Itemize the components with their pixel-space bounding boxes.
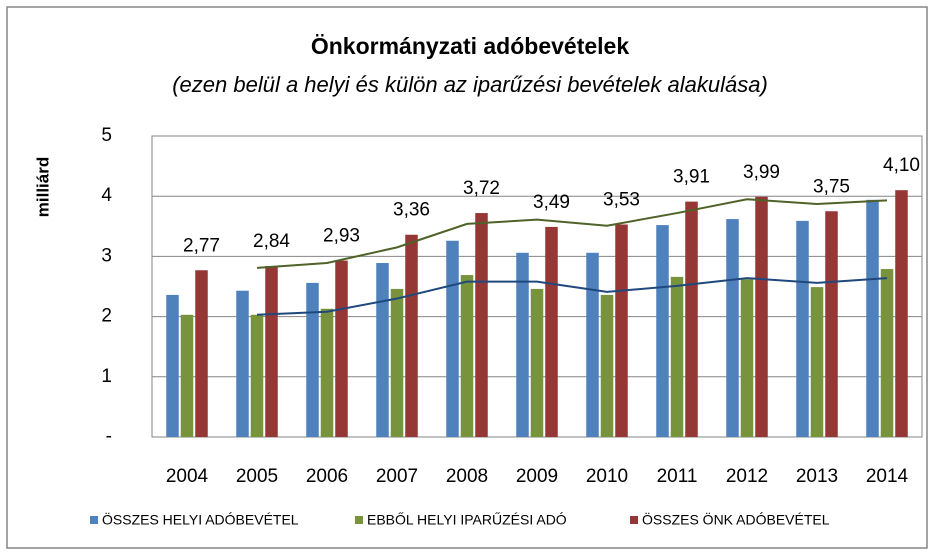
bar bbox=[306, 282, 319, 437]
data-label: 4,10 bbox=[883, 155, 920, 176]
bar bbox=[670, 276, 684, 437]
bar bbox=[460, 275, 474, 437]
x-tick-label: 2014 bbox=[866, 466, 909, 487]
bar bbox=[405, 234, 418, 437]
bar bbox=[740, 279, 754, 437]
y-axis-label: milliárd bbox=[33, 157, 52, 217]
bar bbox=[600, 294, 614, 437]
bar bbox=[265, 266, 278, 437]
bar bbox=[376, 263, 389, 437]
bar bbox=[586, 252, 599, 437]
bar bbox=[796, 220, 809, 437]
y-tick-label: - bbox=[106, 426, 112, 447]
bar bbox=[180, 314, 194, 437]
bar bbox=[545, 226, 558, 437]
data-label: 3,99 bbox=[743, 162, 780, 183]
data-label: 3,72 bbox=[463, 178, 500, 199]
bar bbox=[530, 288, 544, 437]
legend-swatch bbox=[355, 516, 363, 524]
data-label: 2,77 bbox=[183, 235, 220, 256]
bar bbox=[320, 308, 334, 437]
trend-line bbox=[256, 198, 888, 269]
bar bbox=[895, 190, 908, 437]
legend-swatch bbox=[630, 516, 638, 524]
y-tick-label: 5 bbox=[101, 125, 112, 146]
chart-subtitle: (ezen belül a helyi és külön az iparűzés… bbox=[172, 72, 768, 97]
bar bbox=[516, 252, 529, 437]
legend-label: ÖSSZES HELYI ADÓBEVÉTEL bbox=[102, 511, 299, 528]
x-tick-label: 2010 bbox=[586, 466, 628, 487]
x-tick-label: 2008 bbox=[446, 466, 488, 487]
chart-title: Önkormányzati adóbevételek bbox=[311, 33, 629, 59]
bar bbox=[810, 287, 824, 437]
bar bbox=[615, 224, 628, 437]
bar bbox=[166, 294, 179, 437]
data-label: 2,84 bbox=[253, 231, 290, 252]
y-tick-label: 2 bbox=[101, 306, 112, 327]
bar bbox=[335, 260, 348, 437]
legend-swatch bbox=[90, 516, 98, 524]
bar bbox=[390, 288, 404, 437]
bar bbox=[825, 211, 838, 437]
bar bbox=[446, 240, 459, 437]
x-tick-label: 2009 bbox=[516, 466, 558, 487]
bar bbox=[475, 213, 488, 437]
bar bbox=[866, 199, 879, 437]
y-tick-label: 1 bbox=[101, 366, 112, 387]
bar bbox=[250, 314, 264, 437]
bar bbox=[726, 219, 739, 437]
bar bbox=[236, 290, 249, 437]
y-tick-label: 4 bbox=[101, 185, 112, 206]
x-tick-label: 2004 bbox=[166, 466, 209, 487]
x-tick-label: 2011 bbox=[657, 466, 698, 487]
x-tick-label: 2012 bbox=[726, 466, 768, 487]
legend-label: ÖSSZES ÖNK ADÓBEVÉTEL bbox=[642, 511, 830, 528]
x-tick-label: 2006 bbox=[306, 466, 348, 487]
bar bbox=[685, 201, 698, 437]
data-label: 3,53 bbox=[603, 190, 640, 211]
bar bbox=[656, 225, 669, 437]
bar bbox=[195, 270, 208, 437]
data-label: 3,49 bbox=[533, 192, 570, 213]
data-label: 3,36 bbox=[393, 200, 430, 221]
bar bbox=[755, 196, 768, 437]
data-label: 3,91 bbox=[673, 167, 710, 188]
data-label: 3,75 bbox=[813, 176, 850, 197]
x-tick-label: 2013 bbox=[796, 466, 838, 487]
legend-label: EBBŐL HELYI IPARŰZÉSI ADÓ bbox=[367, 512, 567, 528]
x-tick-label: 2005 bbox=[236, 466, 278, 487]
y-tick-label: 3 bbox=[101, 245, 112, 266]
x-tick-label: 2007 bbox=[376, 466, 418, 487]
bar bbox=[880, 269, 894, 437]
trend-line bbox=[256, 277, 888, 316]
data-label: 2,93 bbox=[323, 226, 360, 247]
